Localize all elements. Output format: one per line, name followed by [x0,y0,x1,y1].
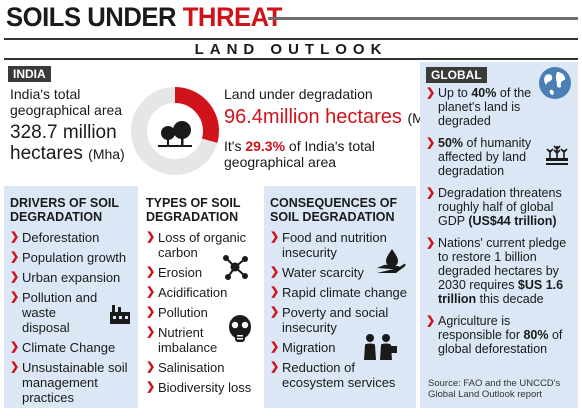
gas-mask-icon [229,315,251,342]
list-item: Climate Change [10,340,132,355]
global-item-highlight: 80% [523,328,549,342]
factory-icon [110,305,130,324]
migrants-icon [364,334,397,360]
india-panel: INDIA India's total geographical area 32… [4,62,444,182]
global-item-text: of humanity affected by land degradation [438,136,532,178]
consequences-panel: Consequences of soil degradation Food an… [264,186,416,408]
donut-degraded-arc [131,87,219,175]
pct-value: 29.3% [245,138,286,154]
types-heading: Types of soil degradation [146,196,241,224]
global-item-text: of the planet's land is degraded [438,86,532,128]
global-panel: GLOBAL Up to 40% of the planet's land is… [420,62,578,408]
types-list: Loss of organic carbon Erosion Acidifica… [146,230,256,395]
molecule-icon [223,255,248,280]
global-item-highlight: 50% [438,136,464,150]
global-item-highlight: 40% [471,86,497,100]
title-part-2: THREAT [182,2,283,32]
header: SOILS UNDER THREAT [0,0,582,36]
degradation-percent-text: It's 29.3% of India's total geographical… [224,138,414,170]
list-item: Nutrient imbalance [146,325,256,355]
list-item: Acidification [146,285,256,300]
global-item: Agriculture is responsible for 80% of gl… [426,314,572,356]
list-item: Pollution and waste disposal [10,290,132,335]
drivers-list: Deforestation Population growth Urban ex… [10,230,132,405]
list-item: Reduction of ecosystem services [270,360,410,390]
degradation-value: 96.4million hectares (Mha) [224,106,444,129]
list-item: Erosion [146,265,256,280]
list-item: Poverty and social insecurity [270,305,410,335]
list-item: Urban expansion [10,270,132,285]
global-item-highlight: $US 1.6 trillion [438,278,564,306]
global-item-text: of global deforestation [438,328,563,356]
degradation-number: 96.4million hectares [224,106,402,128]
subtitle: LAND OUTLOOK [194,40,388,58]
india-area-number: 328.7 million hectares [10,122,117,164]
global-item-highlight: (US$44 trillion) [468,214,557,228]
list-item: Population growth [10,250,132,265]
subtitle-bar: LAND OUTLOOK [4,38,578,60]
india-area-unit: (Mha) [88,146,125,162]
drivers-heading: Drivers of soil degradation [10,196,119,224]
pct-suffix: of India's total geographical area [224,138,375,170]
degradation-donut [131,87,219,175]
list-item: Food and nutrition insecurity [270,230,410,260]
consequences-heading: Consequences of soil degradation [270,196,398,224]
list-item: Water scarcity [270,265,410,280]
global-item: 50% of humanity affected by land degrada… [426,136,572,178]
drivers-panel: Drivers of soil degradation Deforestatio… [4,186,138,408]
list-item: Loss of organic carbon [146,230,256,260]
global-item: Degradation threatens roughly half of gl… [426,186,572,228]
title-part-1: SOILS UNDER [6,2,183,32]
global-item-text: Nations' current pledge to restore 1 bil… [438,236,567,292]
global-tag: GLOBAL [426,67,487,83]
global-item-text: Agriculture is responsible for [438,314,524,342]
global-item-text: Degradation threatens roughly half of gl… [438,186,562,228]
types-panel: Types of soil degradation Loss of organi… [140,186,262,408]
list-item: Migration [270,340,410,355]
list-item: Unsustainable soil management practices [10,360,132,405]
page-title: SOILS UNDER THREAT [6,2,282,33]
list-item: Salinisation [146,360,256,375]
list-item: Biodiversity loss [146,380,256,395]
pct-prefix: It's [224,138,246,154]
global-item-text: this decade [476,292,544,306]
india-area-label: India's total geographical area [10,86,123,118]
tree-icon [158,121,192,147]
global-list: Up to 40% of the planet's land is degrad… [426,86,572,362]
title-rule [268,17,578,20]
list-item: Pollution [146,305,256,320]
list-item: Rapid climate change [270,285,410,300]
india-tag: INDIA [8,66,51,82]
degradation-label: Land under degradation [224,86,373,102]
list-item: Deforestation [10,230,132,245]
india-area-value: 328.7 million hectares (Mha) [10,122,140,165]
consequences-list: Food and nutrition insecurity Water scar… [270,230,410,390]
crop-field-icon [546,145,568,165]
global-item-text: Up to [438,86,472,100]
global-item: Nations' current pledge to restore 1 bil… [426,236,572,306]
source-note: Source: FAO and the UNCCD's Global Land … [428,378,561,400]
water-drop-hand-icon [377,249,406,273]
global-item: Up to 40% of the planet's land is degrad… [426,86,572,128]
